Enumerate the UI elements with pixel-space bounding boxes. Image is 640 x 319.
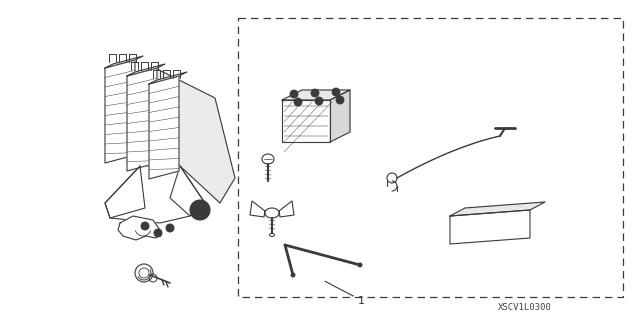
Polygon shape (149, 76, 179, 179)
Polygon shape (105, 166, 145, 218)
Polygon shape (105, 166, 205, 223)
Polygon shape (118, 216, 160, 240)
Polygon shape (282, 100, 330, 142)
Ellipse shape (265, 208, 279, 218)
Circle shape (290, 90, 298, 98)
Circle shape (294, 98, 302, 106)
Circle shape (154, 229, 162, 237)
Polygon shape (105, 56, 143, 68)
Polygon shape (282, 90, 350, 100)
Polygon shape (149, 72, 187, 84)
Circle shape (311, 89, 319, 97)
Circle shape (166, 224, 174, 232)
Ellipse shape (262, 154, 274, 164)
Circle shape (141, 222, 149, 230)
Polygon shape (105, 60, 135, 163)
Polygon shape (279, 201, 294, 217)
Ellipse shape (269, 234, 275, 236)
Circle shape (332, 88, 340, 96)
Circle shape (190, 200, 210, 220)
Bar (238, 18, 623, 297)
Polygon shape (127, 68, 157, 171)
Circle shape (315, 97, 323, 105)
Text: 1: 1 (358, 296, 365, 307)
Polygon shape (450, 202, 545, 216)
Text: XSCV1L0300: XSCV1L0300 (498, 303, 552, 312)
Polygon shape (170, 166, 205, 216)
Polygon shape (450, 210, 530, 244)
Circle shape (358, 263, 362, 268)
Polygon shape (155, 68, 235, 203)
Polygon shape (330, 90, 350, 142)
Circle shape (291, 272, 296, 278)
Circle shape (336, 96, 344, 104)
Polygon shape (250, 201, 265, 217)
Polygon shape (127, 64, 165, 76)
